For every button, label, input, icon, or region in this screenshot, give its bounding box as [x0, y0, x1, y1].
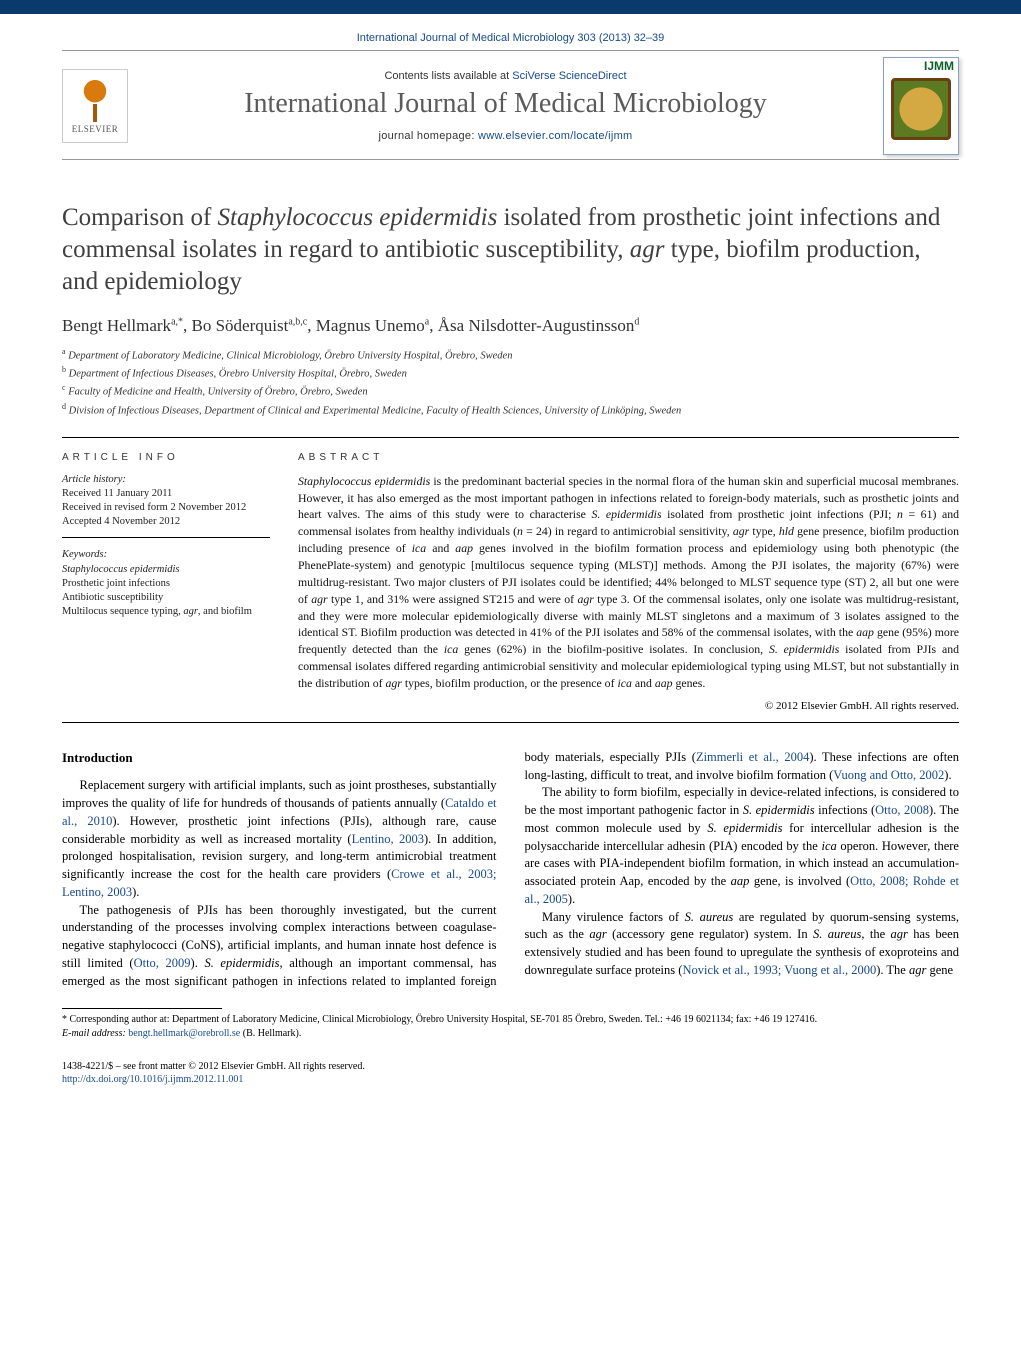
elsevier-brand-text: ELSEVIER: [72, 124, 119, 134]
citation-link[interactable]: Novick et al., 1993; Vuong et al., 2000: [682, 963, 876, 977]
citation-link[interactable]: Zimmerli et al., 2004: [696, 750, 809, 764]
history-label: Article history:: [62, 474, 126, 485]
affiliation-line: c Faculty of Medicine and Health, Univer…: [62, 382, 959, 400]
masthead: ELSEVIER Contents lists available at Sci…: [62, 50, 959, 160]
author-affil-sup: a: [425, 316, 429, 327]
homepage-prefix: journal homepage:: [378, 130, 478, 142]
affiliation-line: d Division of Infectious Diseases, Depar…: [62, 401, 959, 419]
journal-title: International Journal of Medical Microbi…: [140, 88, 871, 120]
article-info-heading: article info: [62, 452, 270, 463]
article-title: Comparison of Staphylococcus epidermidis…: [62, 202, 959, 298]
affiliation-line: b Department of Infectious Diseases, Öre…: [62, 364, 959, 382]
title-species: Staphylococcus epidermidis: [218, 204, 498, 231]
citation-link[interactable]: Otto, 2008: [875, 803, 929, 817]
author-name: Magnus Unemo: [316, 316, 425, 335]
author-name: Bo Söderquist: [192, 316, 289, 335]
body-paragraph: Many virulence factors of S. aureus are …: [525, 909, 960, 980]
abstract-copyright: © 2012 Elsevier GmbH. All rights reserve…: [298, 700, 959, 712]
citation-link[interactable]: Vuong and Otto, 2002: [833, 768, 944, 782]
contents-prefix: Contents lists available at: [384, 70, 512, 82]
author-affil-sup: a,*: [171, 316, 183, 327]
homepage-link[interactable]: www.elsevier.com/locate/ijmm: [478, 130, 633, 142]
divider: [62, 722, 959, 723]
keyword: Staphylococcus epidermidis: [62, 564, 180, 575]
body-paragraph: Replacement surgery with artificial impl…: [62, 777, 497, 901]
affiliations-block: a Department of Laboratory Medicine, Cli…: [62, 346, 959, 419]
affiliation-line: a Department of Laboratory Medicine, Cli…: [62, 346, 959, 364]
article-history-block: Article history: Received 11 January 201…: [62, 473, 270, 539]
doi-link[interactable]: http://dx.doi.org/10.1016/j.ijmm.2012.11…: [62, 1074, 243, 1085]
author-name: Bengt Hellmark: [62, 316, 171, 335]
email-label: E-mail address:: [62, 1028, 128, 1039]
history-revised: Received in revised form 2 November 2012: [62, 502, 246, 513]
title-part: Comparison of: [62, 204, 218, 231]
keywords-label: Keywords:: [62, 548, 270, 562]
corr-author-text: * Corresponding author at: Department of…: [62, 1013, 959, 1027]
body-paragraph: The ability to form biofilm, especially …: [525, 784, 960, 908]
title-gene: agr: [630, 236, 665, 263]
elsevier-logo: ELSEVIER: [62, 69, 128, 143]
author-name: Åsa Nilsdotter-Augustinsson: [438, 316, 635, 335]
affiliation-text: Department of Infectious Diseases, Örebr…: [69, 369, 407, 380]
author-affil-sup: a,b,c: [288, 316, 307, 327]
history-accepted: Accepted 4 November 2012: [62, 516, 180, 527]
keywords-block: Keywords: Staphylococcus epidermidis Pro…: [62, 548, 270, 619]
keyword: Prosthetic joint infections: [62, 578, 170, 589]
cover-art-icon: [891, 78, 951, 140]
front-matter-line: 1438-4221/$ – see front matter © 2012 El…: [62, 1060, 959, 1073]
citation-line: International Journal of Medical Microbi…: [0, 14, 1021, 50]
abstract-column: abstract Staphylococcus epidermidis is t…: [298, 452, 959, 712]
sciencedirect-link[interactable]: SciVerse ScienceDirect: [512, 70, 626, 82]
affiliation-text: Division of Infectious Diseases, Departm…: [69, 405, 682, 416]
email-line: E-mail address: bengt.hellmark@orebroll.…: [62, 1027, 959, 1041]
info-abstract-row: article info Article history: Received 1…: [62, 452, 959, 712]
keyword: Multilocus sequence typing, agr, and bio…: [62, 606, 252, 617]
body-columns: Introduction Replacement surgery with ar…: [62, 749, 959, 990]
front-matter-footer: 1438-4221/$ – see front matter © 2012 El…: [62, 1054, 959, 1086]
citation-link[interactable]: Otto, 2009: [134, 956, 191, 970]
history-received: Received 11 January 2011: [62, 488, 172, 499]
elsevier-tree-icon: [75, 78, 115, 122]
email-post: (B. Hellmark).: [240, 1028, 301, 1039]
citation-link[interactable]: International Journal of Medical Microbi…: [357, 32, 665, 44]
homepage-line: journal homepage: www.elsevier.com/locat…: [140, 130, 871, 142]
introduction-heading: Introduction: [62, 749, 497, 767]
abstract-text: Staphylococcus epidermidis is the predom…: [298, 473, 959, 692]
masthead-center: Contents lists available at SciVerse Sci…: [128, 70, 883, 142]
corresponding-author-footnote: * Corresponding author at: Department of…: [62, 1008, 959, 1040]
divider: [62, 437, 959, 438]
affiliation-text: Department of Laboratory Medicine, Clini…: [68, 351, 512, 362]
abstract-heading: abstract: [298, 452, 959, 463]
top-color-bar: [0, 0, 1021, 14]
keyword: Antibiotic susceptibility: [62, 592, 163, 603]
email-link[interactable]: bengt.hellmark@orebroll.se: [128, 1028, 240, 1039]
affiliation-text: Faculty of Medicine and Health, Universi…: [68, 387, 367, 398]
authors-line: Bengt Hellmarka,*, Bo Söderquista,b,c, M…: [62, 316, 959, 336]
citation-link[interactable]: Lentino, 2003: [352, 832, 424, 846]
footnote-rule: [62, 1008, 222, 1009]
cover-banner-text: IJMM: [884, 58, 958, 74]
contents-available-line: Contents lists available at SciVerse Sci…: [140, 70, 871, 82]
journal-cover-thumbnail: IJMM: [883, 57, 959, 155]
article-info-column: article info Article history: Received 1…: [62, 452, 270, 712]
author-affil-sup: d: [634, 316, 639, 327]
